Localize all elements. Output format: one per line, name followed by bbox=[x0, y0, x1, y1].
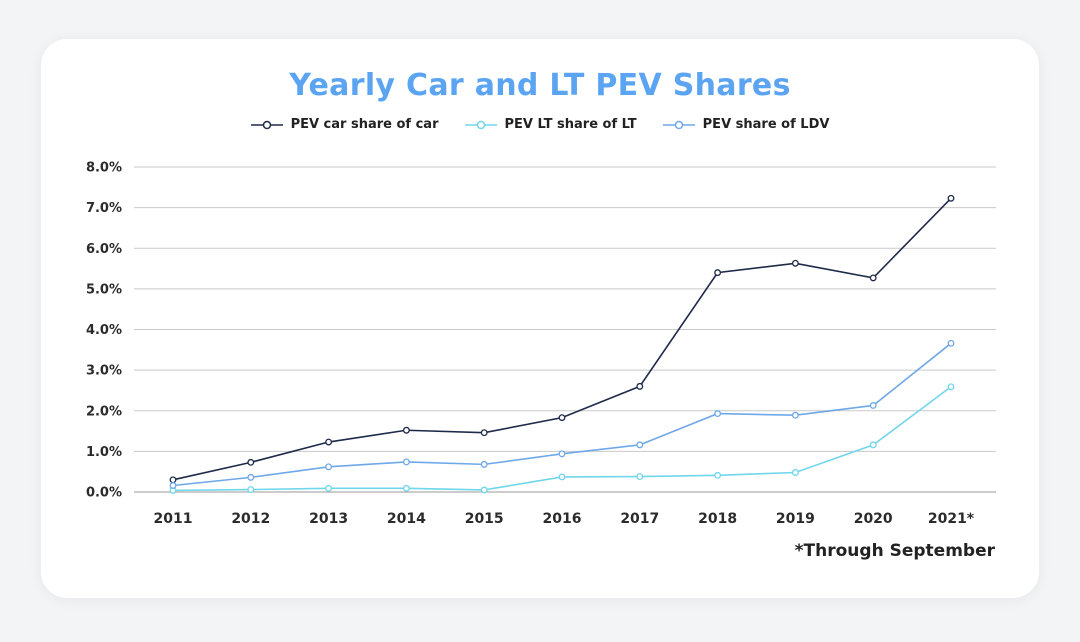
data-point bbox=[480, 486, 488, 494]
data-point bbox=[714, 410, 722, 418]
data-point bbox=[714, 269, 722, 277]
data-point bbox=[402, 426, 410, 434]
data-point bbox=[869, 402, 877, 409]
data-point bbox=[791, 411, 799, 419]
data-point bbox=[947, 383, 955, 391]
y-tick-label: 8.0% bbox=[86, 161, 122, 176]
data-point bbox=[636, 382, 644, 390]
legend-swatch-ldv bbox=[662, 120, 695, 129]
data-point bbox=[247, 458, 255, 466]
legend-swatch-lt bbox=[464, 120, 497, 129]
chart-footnote: *Through September bbox=[794, 541, 995, 561]
data-point bbox=[325, 484, 333, 492]
data-point bbox=[325, 438, 333, 446]
data-point bbox=[558, 473, 566, 481]
data-point bbox=[558, 450, 566, 458]
y-tick-label: 5.0% bbox=[86, 282, 122, 297]
x-tick-label: 2011 bbox=[154, 511, 193, 527]
data-point bbox=[169, 476, 177, 484]
data-point bbox=[791, 469, 799, 476]
series-group bbox=[169, 194, 955, 494]
data-point bbox=[402, 458, 410, 466]
data-point bbox=[636, 473, 644, 481]
x-tick-label: 2012 bbox=[231, 511, 270, 527]
legend-swatch-car bbox=[250, 120, 283, 129]
legend-item-car: PEV car share of car bbox=[250, 117, 439, 132]
series-0 bbox=[169, 194, 955, 484]
series-line bbox=[172, 197, 952, 481]
x-tick-label: 2015 bbox=[465, 511, 504, 527]
y-tick-label: 4.0% bbox=[86, 323, 122, 338]
chart-legend: PEV car share of car PEV LT share of LT … bbox=[41, 117, 1039, 132]
data-point bbox=[558, 414, 566, 422]
data-point bbox=[947, 194, 955, 202]
x-tick-label: 2016 bbox=[543, 511, 582, 527]
series-2 bbox=[169, 339, 955, 489]
x-tick-label: 2018 bbox=[698, 511, 737, 527]
x-tick-label: 2021* bbox=[928, 511, 975, 527]
data-point bbox=[325, 463, 333, 471]
data-point bbox=[636, 441, 644, 449]
y-tick-label: 6.0% bbox=[86, 242, 122, 257]
y-tick-label: 1.0% bbox=[86, 445, 122, 460]
data-point bbox=[402, 484, 410, 492]
legend-label-ldv: PEV share of LDV bbox=[702, 117, 830, 132]
chart-card: Yearly Car and LT PEV Shares PEV car sha… bbox=[41, 39, 1039, 598]
grid-lines bbox=[134, 166, 996, 493]
data-point bbox=[869, 274, 877, 282]
x-tick-label: 2019 bbox=[776, 511, 815, 527]
chart-title: Yearly Car and LT PEV Shares bbox=[289, 68, 791, 103]
data-point bbox=[714, 471, 722, 479]
data-point bbox=[947, 339, 955, 347]
legend-item-lt: PEV LT share of LT bbox=[464, 117, 637, 132]
series-1 bbox=[169, 383, 955, 494]
x-tick-label: 2013 bbox=[309, 511, 348, 527]
y-tick-label: 3.0% bbox=[86, 364, 122, 379]
data-point bbox=[869, 441, 877, 449]
data-point bbox=[791, 259, 799, 267]
data-point bbox=[480, 460, 488, 468]
data-point bbox=[247, 486, 255, 494]
legend-label-lt: PEV LT share of LT bbox=[504, 117, 637, 132]
y-axis-ticks: 0.0% 1.0% 2.0% 3.0% 4.0% 5.0% 6.0% 7.0% 8.0% bbox=[86, 161, 122, 501]
x-tick-label: 2014 bbox=[387, 511, 426, 527]
legend-item-ldv: PEV share of LDV bbox=[662, 117, 830, 132]
y-tick-label: 7.0% bbox=[86, 201, 122, 216]
y-tick-label: 0.0% bbox=[86, 486, 122, 501]
legend-label-car: PEV car share of car bbox=[290, 117, 439, 132]
x-tick-label: 2020 bbox=[854, 511, 893, 527]
x-axis-ticks: 2011 2012 2013 2014 2015 2016 2017 2018 2019 2020… bbox=[154, 511, 975, 527]
data-point bbox=[247, 473, 255, 481]
y-tick-label: 2.0% bbox=[86, 404, 122, 419]
data-point bbox=[480, 429, 488, 437]
x-tick-label: 2017 bbox=[620, 511, 659, 527]
data-point bbox=[169, 482, 177, 489]
